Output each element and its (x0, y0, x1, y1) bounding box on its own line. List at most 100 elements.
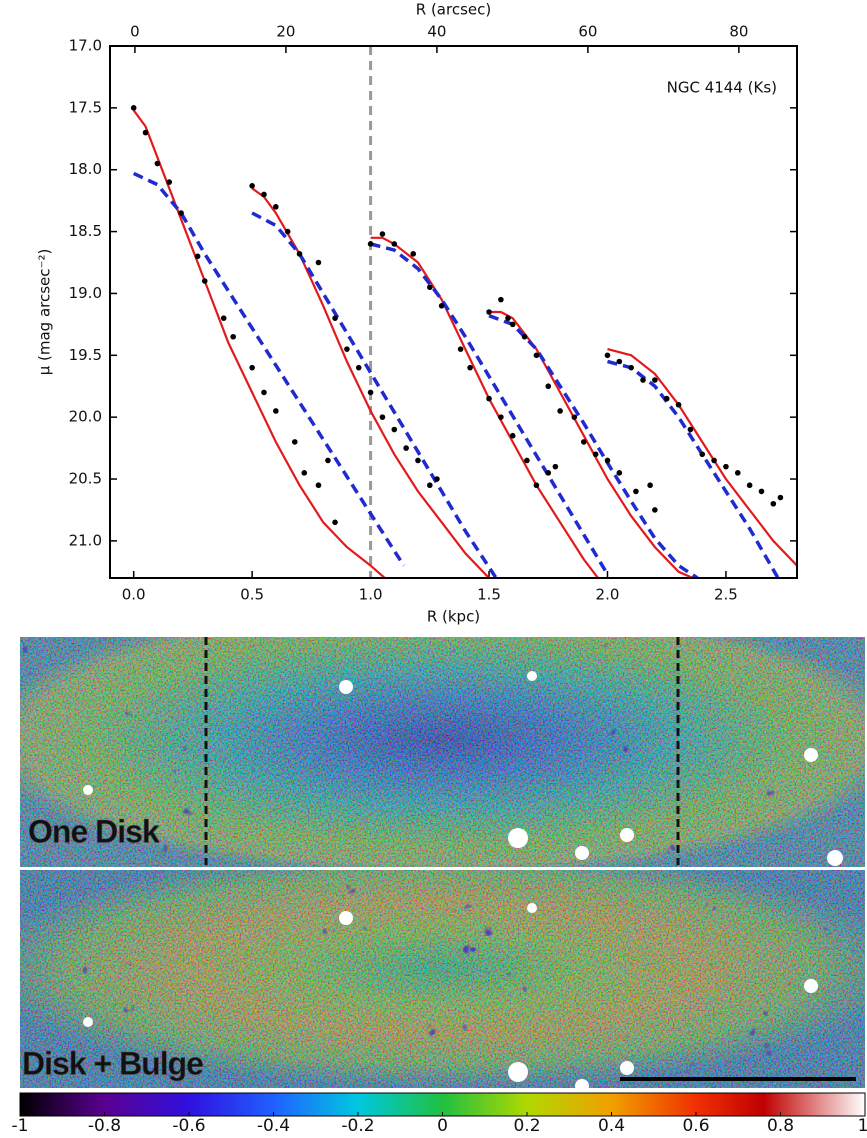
panel-label: One Disk (28, 813, 160, 849)
data-point (296, 251, 303, 257)
y-tick-label: 17.5 (69, 98, 102, 116)
x2-tick-label: 40 (427, 23, 446, 41)
y-tick-label: 21.0 (69, 531, 102, 549)
fit-line (370, 236, 599, 578)
disk-model (370, 242, 610, 576)
data-point (580, 439, 587, 445)
data-point (355, 364, 362, 371)
data-point (178, 210, 184, 216)
data-point (261, 389, 267, 396)
data-point (467, 364, 473, 371)
masked-stars (83, 671, 843, 1093)
data-point (291, 439, 298, 445)
data-point (675, 401, 682, 408)
data-point (434, 476, 440, 482)
colorbar-tick-label: 0.8 (767, 1116, 794, 1134)
x-tick-label: 0.0 (122, 586, 146, 604)
data-point (379, 414, 386, 420)
y-tick-label: 19.5 (69, 346, 102, 364)
data-point (552, 463, 559, 470)
data-point (438, 303, 445, 309)
disk-model (251, 211, 498, 578)
x2-tick-label: 0 (130, 23, 140, 41)
data-point (770, 500, 777, 507)
annotation: NGC 4144 (Ks) (667, 79, 777, 97)
plot-area (130, 105, 797, 578)
data-point (545, 383, 552, 390)
data-point (592, 451, 599, 458)
data-point (777, 494, 784, 501)
fit-line (489, 310, 694, 578)
colorbar-tick-label: -0.4 (257, 1116, 290, 1134)
data-point (734, 470, 741, 476)
data-point (427, 482, 433, 489)
data-point (301, 470, 308, 476)
data-point (616, 470, 623, 476)
data-point (403, 445, 409, 451)
x2-tick-label: 20 (276, 23, 295, 41)
colorbar-tick-label: 0.6 (682, 1116, 709, 1134)
fit-line (607, 348, 797, 567)
data-point (746, 482, 753, 489)
data-point (652, 507, 658, 513)
data-point (154, 160, 161, 167)
map-blobs (20, 870, 865, 1088)
data-point (367, 241, 374, 247)
maps: One Disk Disk + Bulge (20, 637, 865, 1093)
data-point (427, 284, 433, 291)
plot-frame (109, 45, 798, 579)
data-point (230, 333, 236, 340)
fit-line (132, 109, 386, 578)
colorbar-tick-label: -0.6 (172, 1116, 205, 1134)
data-point (325, 457, 331, 464)
data-point (521, 333, 528, 340)
data-point (332, 519, 338, 526)
colorbar-tick-label: 0 (437, 1116, 448, 1134)
colorbar-tick-label: 0.4 (598, 1116, 625, 1134)
data-point (509, 432, 516, 439)
data-point (315, 482, 322, 489)
data-point (723, 463, 729, 470)
data-point (249, 364, 255, 371)
data-point (415, 457, 421, 464)
x2-axis-label: R (arcsec) (416, 1, 491, 19)
data-point (699, 451, 706, 458)
data-point (498, 414, 504, 420)
data-point (261, 191, 267, 198)
data-point (633, 488, 639, 495)
data-point (758, 488, 765, 495)
y-tick-label: 18.0 (69, 160, 102, 178)
data-point (166, 179, 173, 185)
data-point (604, 352, 611, 359)
data-point (367, 389, 374, 396)
fit-line (251, 187, 490, 578)
x2-tick-label: 80 (729, 23, 748, 41)
data-point (604, 457, 611, 464)
y-tick-label: 17.0 (69, 37, 102, 55)
disk-model (132, 171, 406, 567)
data-point (616, 358, 623, 365)
data-point (130, 105, 137, 111)
colorbar: -1 -0.8 -0.6 -0.4 -0.2 0 0.2 0.4 0.6 0.8 1 (12, 1092, 867, 1136)
data-point (711, 457, 717, 464)
x-axis-label: R (kpc) (427, 608, 480, 626)
line-chart: 17.0 17.5 18.0 18.5 19.0 19.5 20.0 20.5 21.0 0.0 0… (36, 1, 798, 626)
data-point (571, 414, 578, 420)
data-point (391, 426, 398, 433)
x-tick-label: 1.0 (359, 586, 383, 604)
data-point (628, 364, 634, 371)
map-blobs (20, 637, 865, 867)
y-tick-label: 20.0 (69, 408, 102, 426)
x-tick-label: 0.5 (240, 586, 264, 604)
x-tick-label: 2.0 (596, 586, 620, 604)
data-point (652, 377, 658, 383)
data-point (410, 251, 417, 257)
data-point (663, 395, 670, 402)
data-point (486, 309, 492, 315)
data-point (332, 315, 338, 321)
x-tick-label: 1.5 (477, 586, 501, 604)
panel-label: Disk + Bulge (22, 1045, 203, 1081)
data-point (509, 321, 516, 328)
colorbar-tick-label: 1 (858, 1116, 867, 1134)
data-point (524, 457, 530, 464)
